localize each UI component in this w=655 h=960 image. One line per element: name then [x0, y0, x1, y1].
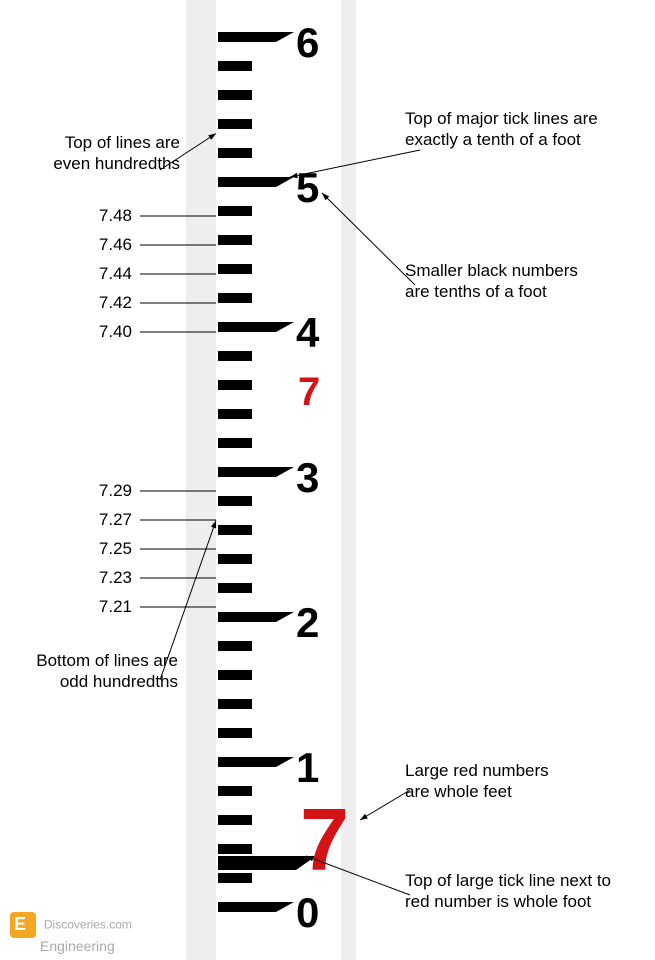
anno-major-tick: Top of major tick lines areexactly a ten…: [405, 108, 645, 151]
anno-tenths: Smaller black numbersare tenths of a foo…: [405, 260, 645, 303]
reading-value: 7.21: [88, 597, 132, 617]
reading-value: 7.48: [88, 206, 132, 226]
anno-odd-hundredths: Bottom of lines areodd hundredths: [8, 650, 178, 693]
reading-value: 7.42: [88, 293, 132, 313]
svg-text:4: 4: [296, 309, 320, 356]
svg-text:5: 5: [296, 164, 319, 211]
anno-red-tick: Top of large tick line next tored number…: [405, 870, 645, 913]
anno-red-large: Large red numbersare whole feet: [405, 760, 635, 803]
reading-value: 7.27: [88, 510, 132, 530]
svg-text:3: 3: [296, 454, 318, 501]
svg-text:0: 0: [296, 889, 318, 936]
svg-text:2: 2: [296, 599, 318, 646]
svg-text:7: 7: [300, 790, 349, 889]
diagram-stage: { "canvas": { "w": 655, "h": 960, "bg": …: [0, 0, 655, 960]
svg-text:1: 1: [296, 744, 319, 791]
logo-icon: [10, 912, 36, 938]
watermark-sub: Discoveries.com: [44, 918, 132, 932]
reading-value: 7.23: [88, 568, 132, 588]
reading-value: 7.46: [88, 235, 132, 255]
reading-value: 7.44: [88, 264, 132, 284]
reading-value: 7.40: [88, 322, 132, 342]
reading-value: 7.25: [88, 539, 132, 559]
anno-even-hundredths: Top of lines areeven hundredths: [20, 132, 180, 175]
svg-text:7: 7: [298, 370, 320, 414]
svg-text:6: 6: [296, 19, 318, 66]
watermark: Discoveries.com Engineering: [10, 912, 132, 954]
reading-value: 7.29: [88, 481, 132, 501]
watermark-brand: Engineering: [40, 938, 115, 954]
